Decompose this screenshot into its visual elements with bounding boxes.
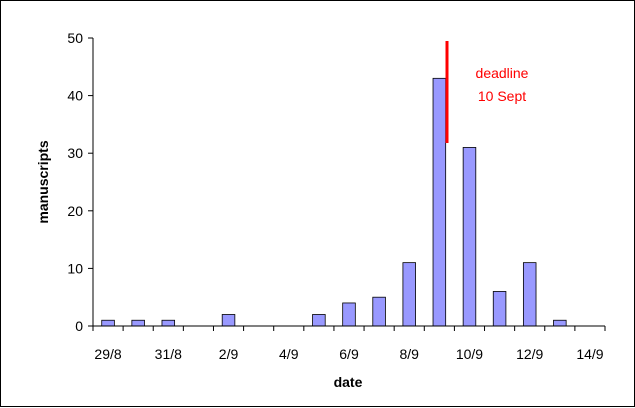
x-tick-label: 14/9 xyxy=(576,346,603,362)
deadline-annotation-line2: 10 Sept xyxy=(478,88,526,104)
bar-12-9 xyxy=(522,262,537,327)
y-tick-label: 50 xyxy=(67,30,83,46)
x-tick-label: 31/8 xyxy=(155,346,182,362)
axes-group xyxy=(92,38,605,327)
bar-7-9 xyxy=(372,296,386,327)
y-tick-label: 10 xyxy=(67,260,83,276)
x-axis-title: date xyxy=(334,374,363,390)
bar-8-9 xyxy=(402,262,416,327)
bar-13-9 xyxy=(553,319,567,327)
bar-29-8 xyxy=(101,319,115,327)
y-tick-label: 30 xyxy=(67,145,83,161)
bar-2-9 xyxy=(221,314,236,327)
y-tick-label: 20 xyxy=(67,203,83,219)
bar-5-9 xyxy=(312,314,326,327)
x-tick-label: 29/8 xyxy=(94,346,121,362)
x-tick-label: 4/9 xyxy=(279,346,299,362)
bar-31-8 xyxy=(161,319,176,327)
x-tick-label: 2/9 xyxy=(219,346,239,362)
bar-10-9 xyxy=(462,147,477,327)
x-tick-label: 6/9 xyxy=(339,346,359,362)
bars-group xyxy=(101,77,567,327)
deadline-annotation-line1: deadline xyxy=(476,65,529,81)
x-ticks-group: 29/8 31/8 2/9 4/9 6/9 8/9 10/9 12/9 14/9 xyxy=(92,326,606,362)
y-tick-label: 0 xyxy=(75,318,83,334)
x-tick-label: 10/9 xyxy=(456,346,483,362)
bar-6-9 xyxy=(342,302,356,327)
bar-30-8 xyxy=(131,319,145,327)
y-tick-label: 40 xyxy=(67,88,83,104)
x-tick-label: 8/9 xyxy=(400,346,420,362)
y-ticks-group: 0 10 20 30 40 50 xyxy=(67,30,93,334)
bar-11-9 xyxy=(492,291,507,327)
y-axis-title: manuscripts xyxy=(35,140,51,223)
bar-9-9 xyxy=(432,77,447,327)
x-tick-label: 12/9 xyxy=(516,346,543,362)
